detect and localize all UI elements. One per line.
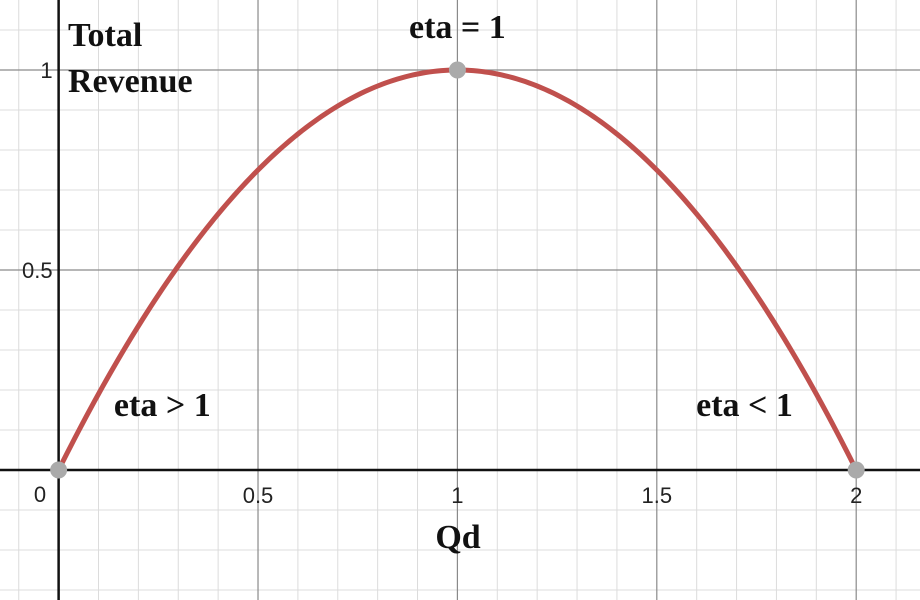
x-tick-label-3: 2 (850, 483, 862, 508)
x-tick-label-2: 1.5 (642, 483, 673, 508)
tick-labels: 0.5 1 1.5 2 0.5 1 (22, 58, 862, 508)
data-point-0 (50, 461, 68, 479)
x-tick-label-1: 1 (451, 483, 463, 508)
y-axis-label-line-2: Revenue (68, 63, 193, 100)
y-tick-label-1: 1 (40, 58, 52, 83)
annotation-0: eta = 1 (409, 9, 506, 46)
data-point-1 (448, 61, 466, 79)
annotations: eta = 1 eta > 1 eta < 1 (114, 9, 793, 424)
y-tick-label-0: 0.5 (22, 258, 53, 283)
annotation-2: eta < 1 (696, 387, 793, 424)
annotation-1: eta > 1 (114, 387, 211, 424)
y-axis-label-line-1: Total (68, 17, 142, 54)
points-layer (50, 61, 865, 479)
data-point-2 (847, 461, 865, 479)
x-axis-label: Qd (435, 519, 480, 556)
x-tick-label-0: 0.5 (243, 483, 274, 508)
origin-label: 0 (34, 482, 46, 507)
